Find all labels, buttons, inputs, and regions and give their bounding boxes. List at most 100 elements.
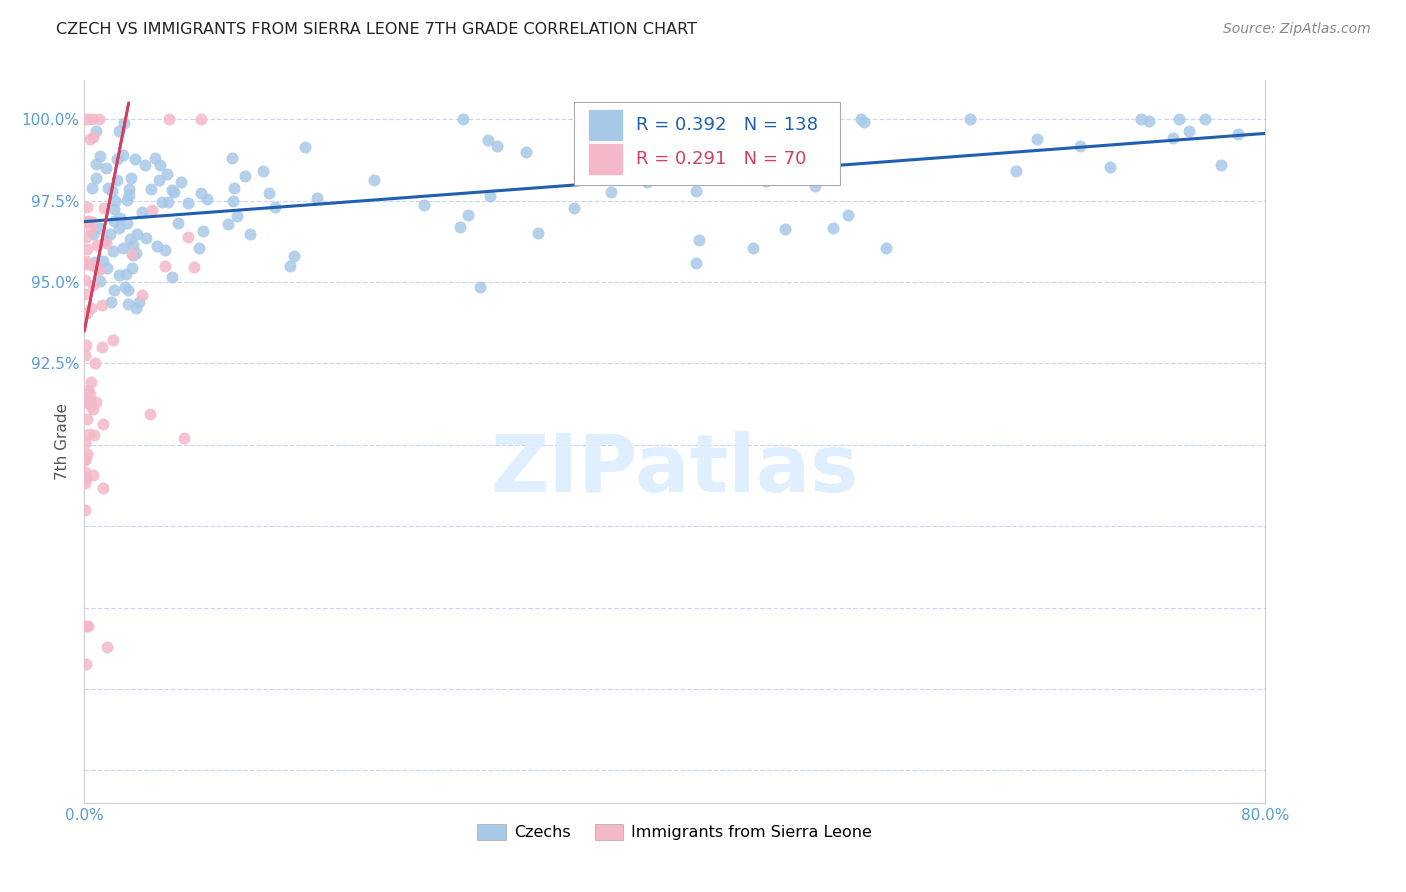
Point [75,215,97,229]
Point [84,124,107,138]
Point [139,407,162,421]
Point [1005,163,1028,178]
Point [101,184,124,198]
Point [278,259,301,273]
Point [121,238,143,252]
Point [117,297,139,311]
Point [118,187,141,202]
Point [84,255,107,269]
Point [853,114,876,128]
Point [235,169,257,183]
Point [75,471,97,485]
Point [610,119,633,133]
Point [636,175,658,189]
Point [94,234,117,248]
Point [160,183,183,197]
Point [97,181,120,195]
Point [118,182,141,196]
Point [755,174,778,188]
Point [515,145,537,159]
Point [80,222,103,236]
Point [141,181,163,195]
Point [190,112,212,127]
Point [83,428,105,442]
Text: R = 0.291   N = 70: R = 0.291 N = 70 [636,150,806,168]
Point [1069,139,1091,153]
Point [478,189,501,203]
Point [82,468,104,483]
Point [283,249,305,263]
Point [73,273,96,287]
Point [124,152,146,166]
Point [98,227,121,241]
Point [90,298,112,312]
Point [239,227,262,242]
Point [82,258,104,272]
Point [1026,132,1049,146]
Point [477,133,499,147]
Point [662,136,685,150]
Point [112,148,135,162]
Point [157,112,180,127]
Point [89,149,111,163]
Point [114,280,136,294]
Point [143,151,166,165]
Point [131,287,153,301]
Y-axis label: 7th Grade: 7th Grade [55,403,70,480]
Point [190,186,212,201]
Point [93,201,115,215]
Point [96,260,118,275]
Point [222,181,245,195]
Point [1161,131,1184,145]
Point [734,120,756,135]
Point [486,138,509,153]
Point [564,201,586,215]
Point [104,194,127,209]
Point [183,260,205,274]
Point [1130,112,1153,127]
Point [107,220,129,235]
Point [75,253,97,268]
Point [156,194,179,209]
Point [76,305,98,319]
Point [704,128,727,142]
Point [1211,158,1233,172]
Point [1098,160,1121,174]
Point [695,138,717,153]
Point [108,211,131,225]
Point [76,112,98,127]
Point [75,230,97,244]
Point [124,301,146,316]
Point [96,640,118,654]
Point [79,257,101,271]
Point [117,283,139,297]
Point [87,112,110,127]
Point [849,112,872,127]
Point [76,412,98,426]
Point [91,339,114,353]
Text: R = 0.392   N = 138: R = 0.392 N = 138 [636,116,818,134]
Point [294,140,316,154]
Point [121,247,143,261]
Point [188,241,211,255]
Point [114,267,136,281]
Point [76,243,98,257]
Point [75,387,97,401]
Point [363,173,385,187]
Point [79,386,101,401]
Point [103,202,125,216]
Point [457,208,479,222]
Point [148,173,170,187]
Point [412,198,434,212]
Point [80,112,103,127]
Point [82,227,104,241]
Point [82,402,104,417]
Point [112,241,135,255]
Point [94,161,117,176]
Point [79,375,101,389]
Point [449,220,471,235]
Point [108,268,131,282]
Point [307,191,329,205]
Point [89,274,111,288]
Point [103,283,125,297]
